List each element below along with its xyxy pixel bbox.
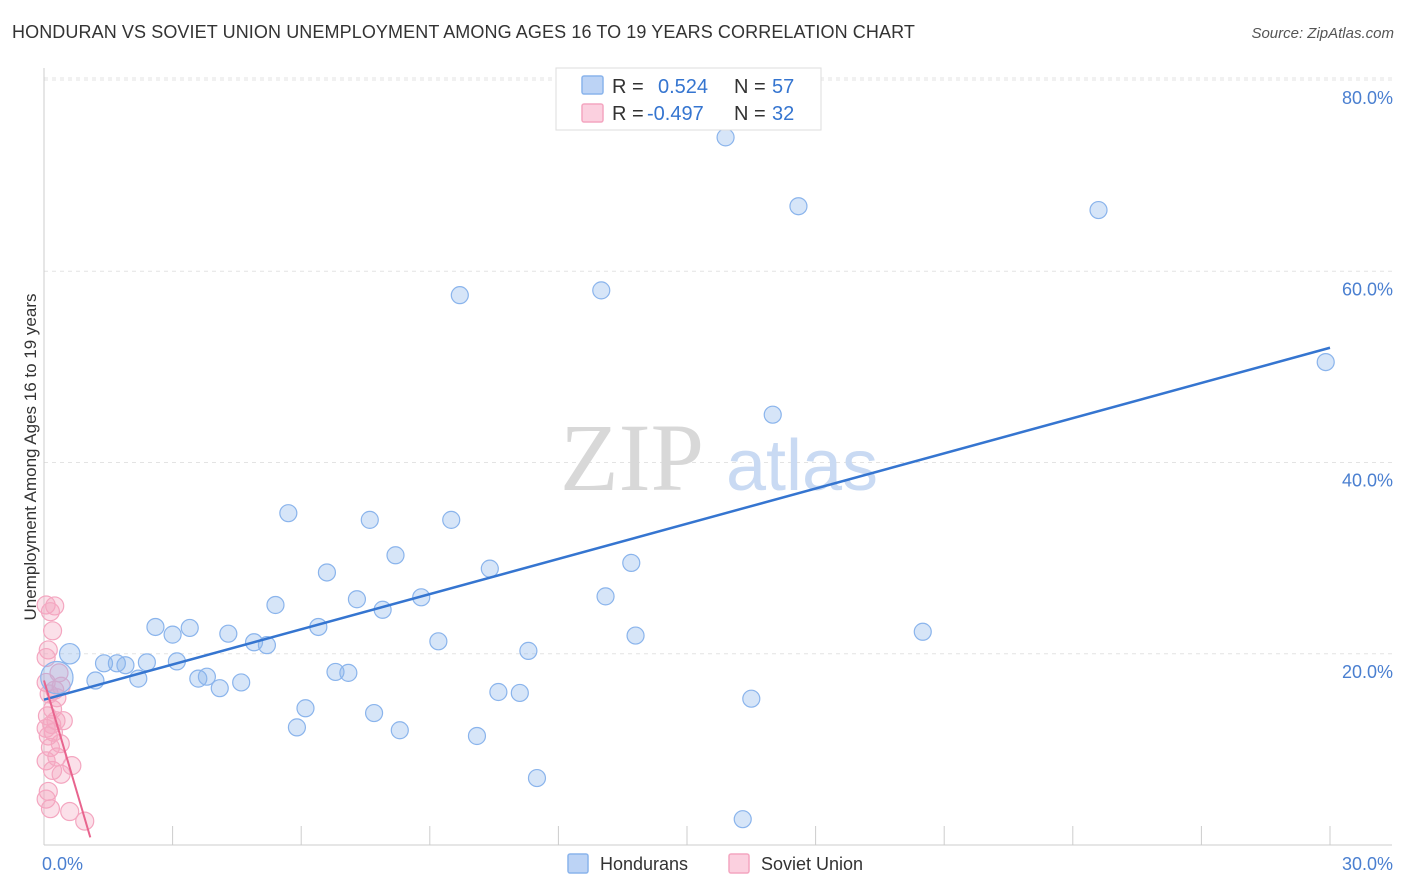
soviet-union-point: [60, 801, 80, 822]
hondurans-n-label: N =: [734, 76, 766, 98]
hondurans-point: [116, 656, 135, 675]
hondurans-point: [592, 281, 611, 300]
hondurans-point: [1089, 200, 1108, 220]
x-tick-label: 30.0%: [1342, 854, 1393, 874]
hondurans-point: [596, 587, 615, 606]
hondurans-point: [287, 718, 307, 737]
hondurans-point: [519, 641, 538, 660]
hondurans-point: [364, 703, 384, 723]
hondurans-point: [450, 286, 469, 305]
hondurans-point: [279, 504, 298, 523]
chart-title: HONDURAN VS SOVIET UNION UNEMPLOYMENT AM…: [12, 22, 915, 42]
soviet-union-point: [36, 647, 56, 668]
hondurans-point: [626, 626, 645, 645]
watermark: ZIP atlas: [560, 404, 878, 511]
hondurans-point: [510, 683, 529, 703]
soviet-union-point: [51, 764, 71, 784]
hondurans-point: [266, 595, 285, 615]
hondurans-point: [180, 618, 199, 638]
y-tick-label: 40.0%: [1342, 471, 1393, 491]
hondurans-point: [146, 617, 165, 637]
hondurans-n-value: 57: [772, 76, 794, 98]
hondurans-point: [527, 768, 547, 788]
hondurans-point: [232, 673, 251, 692]
hondurans-point: [347, 590, 367, 609]
hondurans-point: [442, 510, 461, 529]
hondurans-point: [219, 624, 238, 643]
y-tick-label: 20.0%: [1342, 662, 1393, 682]
hondurans-point: [163, 625, 182, 644]
hondurans-r-value: 0.524: [658, 76, 708, 98]
soviet-r-value: -0.497: [647, 103, 704, 125]
soviet-union-point: [40, 799, 61, 819]
hondurans-point: [716, 128, 735, 147]
hondurans-trend-line: [43, 346, 1331, 701]
hondurans-point: [296, 699, 315, 718]
hondurans-r-label: R =: [612, 76, 644, 98]
soviet-union-points: [36, 595, 95, 831]
hondurans-point: [339, 663, 358, 682]
soviet-union-point: [45, 596, 65, 616]
soviet-r-label: R =: [612, 103, 644, 125]
hondurans-point: [317, 563, 337, 582]
watermark-zip: ZIP: [560, 404, 704, 511]
soviet-union-trend-line: [43, 680, 92, 838]
soviet-union-point: [38, 726, 58, 746]
hondurans-bottom-swatch[interactable]: [567, 853, 589, 874]
y-tick-label: 80.0%: [1342, 88, 1393, 108]
grid-lines: [44, 77, 1392, 655]
axes: [43, 68, 1392, 846]
hondurans-point: [137, 653, 156, 672]
soviet-union-point: [36, 751, 56, 771]
hondurans-point: [622, 553, 641, 573]
hondurans-point: [326, 662, 345, 682]
hondurans-point: [429, 632, 448, 651]
soviet-union-point: [42, 621, 63, 641]
stats-legend: R = 0.524 N = 57 R = -0.497 N = 32: [555, 67, 822, 131]
x-tick-labels: 0.0% 30.0%: [42, 854, 1393, 874]
hondurans-point: [733, 810, 752, 829]
hondurans-point: [480, 559, 499, 578]
hondurans-point: [197, 667, 216, 686]
soviet-n-label: N =: [734, 103, 766, 125]
x-tick-label: 0.0%: [42, 854, 83, 874]
soviet-union-point: [38, 640, 58, 660]
hondurans-point: [913, 622, 932, 641]
hondurans-point: [763, 405, 782, 424]
hondurans-point: [386, 546, 405, 565]
hondurans-point: [210, 679, 229, 698]
hondurans-point: [94, 654, 114, 673]
watermark-atlas: atlas: [726, 426, 878, 506]
hondurans-point: [789, 197, 808, 216]
soviet-n-value: 32: [772, 103, 794, 125]
hondurans-point: [467, 726, 487, 746]
soviet-union-point: [36, 789, 56, 809]
source-label: Source: ZipAtlas.com: [1251, 25, 1394, 42]
bottom-legend: Hondurans Soviet Union: [567, 853, 863, 874]
soviet-legend-label: Soviet Union: [761, 854, 863, 874]
y-tick-labels: 20.0% 40.0% 60.0% 80.0%: [1342, 88, 1393, 682]
hondurans-point: [742, 689, 761, 708]
trend-lines: [43, 346, 1331, 838]
hondurans-point: [40, 660, 74, 695]
y-axis-label: Unemployment Among Ages 16 to 19 years: [21, 294, 40, 621]
hondurans-point: [360, 510, 379, 529]
soviet-legend-swatch: [581, 103, 604, 123]
hondurans-point: [489, 682, 508, 702]
hondurans-point: [58, 642, 81, 665]
hondurans-legend-swatch: [581, 75, 604, 95]
hondurans-points: [40, 128, 1335, 829]
y-tick-label: 60.0%: [1342, 279, 1393, 299]
hondurans-point: [390, 721, 409, 740]
soviet-bottom-swatch[interactable]: [728, 853, 750, 874]
hondurans-legend-label: Hondurans: [600, 854, 688, 874]
hondurans-point: [1316, 352, 1335, 372]
